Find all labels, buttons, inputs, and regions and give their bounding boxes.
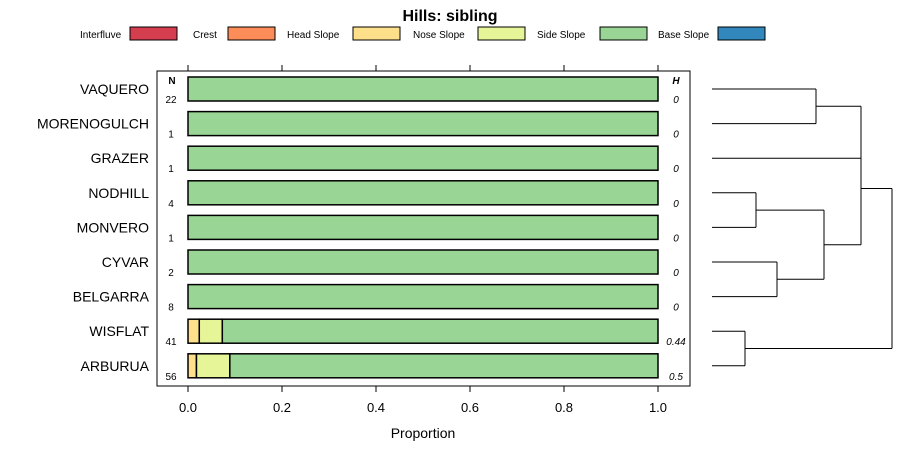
legend-swatch <box>227 26 276 41</box>
chart-title: Hills: sibling <box>402 8 497 25</box>
bar-segment <box>187 249 659 275</box>
category-label: ARBURUA <box>81 358 150 374</box>
n-value: 1 <box>168 130 174 141</box>
plot-panel <box>156 70 691 387</box>
h-value: 0.5 <box>669 372 683 383</box>
category-label: WISFLAT <box>89 323 149 339</box>
bar-segment <box>221 318 659 344</box>
h-value: 0 <box>673 233 679 244</box>
n-value: 41 <box>165 337 177 348</box>
bar-group <box>187 76 659 379</box>
legend-label: Base Slope <box>658 30 710 41</box>
bar-segment <box>195 353 231 379</box>
n-value: 8 <box>168 303 174 314</box>
h-value: 0 <box>673 199 679 210</box>
n-header: N <box>168 76 175 87</box>
legend-swatch <box>599 26 648 41</box>
bar-segment <box>187 76 659 102</box>
h-value: 0 <box>673 164 679 175</box>
category-label: CYVAR <box>102 254 149 270</box>
legend-swatch <box>352 26 401 41</box>
legend-label: Interfluve <box>80 30 122 41</box>
h-value: 0.44 <box>666 337 686 348</box>
bar-segment <box>229 353 659 379</box>
category-label: GRAZER <box>91 150 149 166</box>
n-value: 56 <box>165 372 177 383</box>
h-value: 0 <box>673 130 679 141</box>
n-value: 22 <box>165 95 177 106</box>
legend-label: Head Slope <box>287 30 340 41</box>
n-value: 2 <box>168 268 174 279</box>
x-axis-title: Proportion <box>391 425 456 441</box>
legend-label: Nose Slope <box>413 30 465 41</box>
category-label: MORENOGULCH <box>37 116 149 132</box>
x-tick-label: 1.0 <box>649 400 667 415</box>
legend-swatch <box>129 26 178 41</box>
category-labels: VAQUERO MORENOGULCH GRAZER NODHILL MONVERO CY… <box>37 81 150 374</box>
n-value: 1 <box>168 164 174 175</box>
legend: Interfluve Crest Head Slope Nose Slope Side … <box>80 26 766 41</box>
bar-segment <box>187 145 659 171</box>
x-tick-label: 0.0 <box>179 400 197 415</box>
legend-label: Side Slope <box>537 30 586 41</box>
n-value: 4 <box>168 199 174 210</box>
annotation-labels: 22 0 1 0 1 0 4 0 1 0 2 0 8 0 41 0.44 56 0.5 <box>165 95 686 383</box>
bar-segment <box>187 318 201 344</box>
h-value: 0 <box>673 303 679 314</box>
dendrogram <box>712 88 893 367</box>
n-value: 1 <box>168 233 174 244</box>
bar-segment <box>187 283 659 310</box>
x-tick-label: 0.2 <box>273 400 291 415</box>
x-tick-label: 0.8 <box>555 400 573 415</box>
bar-segment <box>187 214 659 241</box>
category-label: BELGARRA <box>73 289 150 305</box>
h-header: H <box>672 76 680 87</box>
x-axis: 0.0 0.2 0.4 0.6 0.8 1.0 <box>179 65 667 415</box>
category-label: NODHILL <box>88 185 149 201</box>
x-tick-label: 0.4 <box>367 400 385 415</box>
bar-segment <box>198 318 224 344</box>
legend-swatch <box>477 26 526 41</box>
x-tick-label: 0.6 <box>461 400 479 415</box>
bar-segment <box>187 110 659 137</box>
bar-segment <box>187 353 198 379</box>
legend-label: Crest <box>193 30 217 41</box>
category-label: VAQUERO <box>80 81 149 97</box>
category-label: MONVERO <box>77 219 149 235</box>
h-value: 0 <box>673 268 679 279</box>
legend-swatch <box>717 26 766 41</box>
bar-segment <box>187 180 659 206</box>
h-value: 0 <box>673 95 679 106</box>
